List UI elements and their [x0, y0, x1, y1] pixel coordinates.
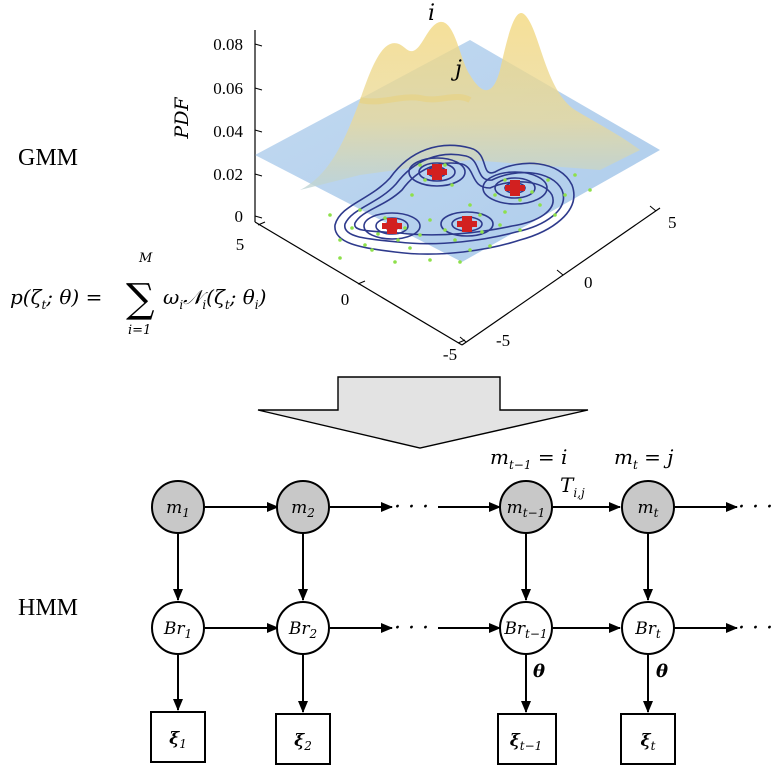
br-node-t-minus-1 [499, 601, 553, 655]
svg-text:ξ2: ξ2 [294, 731, 312, 753]
vertical-arrows [173, 533, 653, 713]
gmm-label: GMM [18, 145, 78, 171]
svg-text:ξt: ξt [641, 731, 656, 753]
right-axis-tick-label: 0 [584, 273, 593, 292]
left-axis-tick-label: 0 [341, 290, 350, 309]
hmm-column-t-minus-1: mt−1 Brt−1 ξt−1 [497, 480, 557, 765]
pdf-tick-label: 0 [235, 207, 244, 226]
svg-text:M: M [138, 251, 153, 266]
svg-text:p(ζt; θ) =: p(ζt; θ) = [10, 285, 102, 312]
svg-text:mt−1: mt−1 [507, 498, 546, 520]
svg-text:Brt: Brt [634, 619, 661, 641]
gaussian-centers [382, 164, 525, 234]
obs-node-1 [150, 711, 206, 763]
br-chain-ellipsis: · · · [394, 616, 429, 641]
pdf-surface-ridge [359, 94, 472, 105]
hmm-column-1: m1 Br1 ξ1 [150, 480, 206, 763]
state-cur-label: mt = j [614, 445, 673, 472]
state-node-m1 [151, 480, 205, 534]
theta-label: θ [533, 661, 545, 682]
m-chain-ellipsis-end: · · · [738, 495, 773, 520]
hmm-column-t: mt Brt ξt [620, 480, 676, 765]
obs-node-t-minus-1 [497, 713, 557, 765]
svg-text:ξ1: ξ1 [169, 729, 187, 751]
pdf-surface [300, 13, 640, 190]
svg-text:Brt−1: Brt−1 [503, 619, 547, 641]
svg-text:ωi𝒩i(ζt; θi): ωi𝒩i(ζt; θi) [163, 285, 266, 312]
br-node-2 [276, 601, 330, 655]
svg-text:∑: ∑ [126, 276, 155, 322]
gmm-samples [328, 163, 592, 264]
pdf-tick-label: 0.04 [213, 122, 243, 141]
pdf-tick-label: 0.08 [213, 35, 243, 54]
transition-label: Ti,j [560, 473, 585, 500]
br-chain-ellipsis-end: · · · [738, 616, 773, 641]
m-chain-ellipsis: · · · [394, 495, 429, 520]
right-axis-tick-label: -5 [496, 331, 510, 350]
hmm-label: HMM [18, 595, 78, 621]
pdf-tick-label: 0.06 [213, 79, 243, 98]
theta-label: θ [656, 661, 668, 682]
state-prev-label: mt−1 = i [490, 445, 567, 472]
left-axis-tick-label: -5 [443, 345, 457, 364]
right-axis-tick-label: 5 [668, 213, 677, 232]
obs-node-2 [275, 713, 331, 765]
transform-arrow [257, 376, 589, 449]
right-floor-axis [461, 207, 661, 346]
svg-text:ξt−1: ξt−1 [510, 731, 543, 753]
obs-node-t [620, 713, 676, 765]
pdf-axis-label: PDF [171, 97, 193, 140]
state-node-m2 [276, 480, 330, 534]
hmm-column-2: m2 Br2 ξ2 [275, 480, 331, 765]
left-axis-tick-label: 5 [236, 235, 245, 254]
peak-label-i: i [428, 1, 435, 26]
svg-text:Br2: Br2 [288, 619, 317, 641]
gmm-formula: p(ζt; θ) = ∑ M i=1 ωi𝒩i(ζt; θi) [10, 251, 266, 338]
state-node-m-t-minus-1 [499, 480, 553, 534]
svg-text:Br1: Br1 [163, 619, 192, 641]
svg-text:mt: mt [638, 498, 659, 520]
pdf-tick-label: 0.02 [213, 165, 243, 184]
svg-text:m2: m2 [291, 498, 315, 520]
br-node-t [621, 601, 675, 655]
svg-text:i=1: i=1 [128, 323, 151, 338]
gmm-plot: 0.08 0.06 0.04 0.02 0 PDF 5 0 -5 5 0 -5 [171, 1, 677, 364]
br-node-1 [151, 601, 205, 655]
svg-text:m1: m1 [166, 498, 190, 520]
pdf-ticks [254, 43, 263, 219]
state-node-m-t [621, 480, 675, 534]
